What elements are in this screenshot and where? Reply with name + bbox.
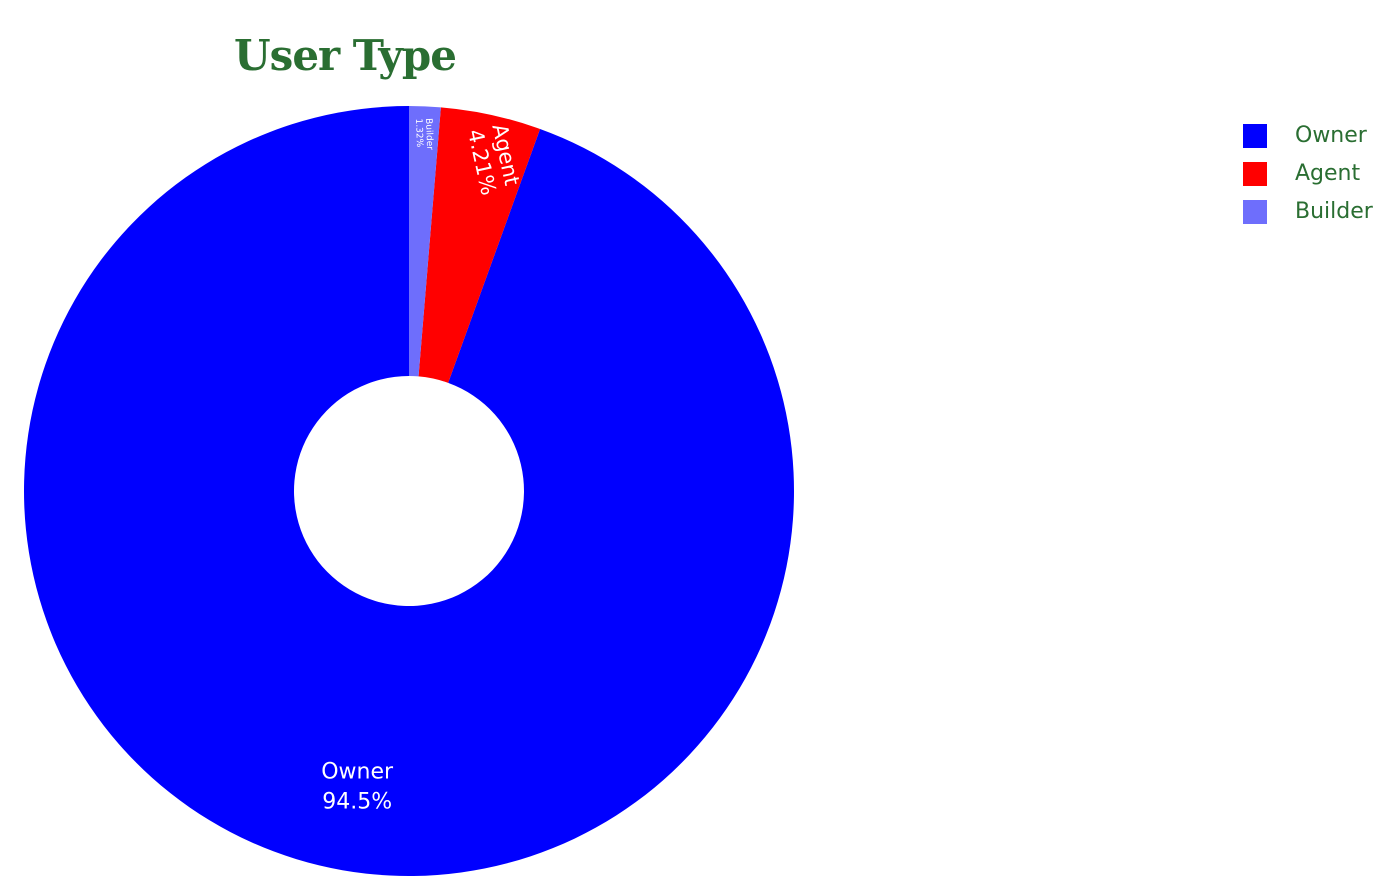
slice-builder[interactable]: [409, 106, 441, 377]
chart-title: User Type: [234, 31, 457, 80]
slice-agent[interactable]: [418, 107, 541, 383]
slice-label-value: 94.5%: [322, 789, 392, 814]
legend-item-owner[interactable]: Owner: [1243, 117, 1373, 155]
legend-label: Agent: [1295, 161, 1361, 186]
legend-swatch: [1243, 124, 1267, 148]
slice-owner[interactable]: [24, 106, 795, 877]
legend-label: Owner: [1295, 123, 1367, 148]
legend-swatch: [1243, 200, 1267, 224]
legend-item-builder[interactable]: Builder: [1243, 193, 1373, 231]
legend: Owner Agent Builder: [1243, 117, 1373, 231]
legend-label: Builder: [1295, 199, 1373, 224]
legend-item-agent[interactable]: Agent: [1243, 155, 1373, 193]
slice-label-name: Builder: [423, 118, 434, 151]
slices-group: [24, 106, 795, 877]
slice-label-name: Owner: [321, 759, 394, 784]
slice-label-value: 1.32%: [413, 118, 424, 147]
slice-label-owner: Owner 94.5%: [321, 759, 394, 814]
legend-swatch: [1243, 162, 1267, 186]
